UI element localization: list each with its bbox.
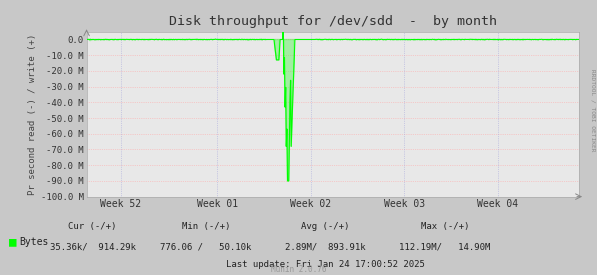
Text: Cur (-/+): Cur (-/+): [68, 222, 117, 231]
Y-axis label: Pr second read (-) / write (+): Pr second read (-) / write (+): [27, 34, 36, 195]
Text: 2.89M/  893.91k: 2.89M/ 893.91k: [285, 243, 366, 252]
Text: Munin 2.0.76: Munin 2.0.76: [271, 265, 326, 274]
Title: Disk throughput for /dev/sdd  -  by month: Disk throughput for /dev/sdd - by month: [169, 15, 497, 28]
Text: Avg (-/+): Avg (-/+): [301, 222, 350, 231]
Text: 35.36k/  914.29k: 35.36k/ 914.29k: [50, 243, 136, 252]
Text: ■: ■: [9, 235, 17, 249]
Text: Min (-/+): Min (-/+): [181, 222, 230, 231]
Text: Bytes: Bytes: [19, 237, 48, 247]
Text: 112.19M/   14.90M: 112.19M/ 14.90M: [399, 243, 491, 252]
Text: 776.06 /   50.10k: 776.06 / 50.10k: [160, 243, 252, 252]
Text: Last update: Fri Jan 24 17:00:52 2025: Last update: Fri Jan 24 17:00:52 2025: [226, 260, 425, 269]
Text: RRDTOOL / TOBI OETIKER: RRDTOOL / TOBI OETIKER: [590, 69, 595, 151]
Text: Max (-/+): Max (-/+): [420, 222, 469, 231]
